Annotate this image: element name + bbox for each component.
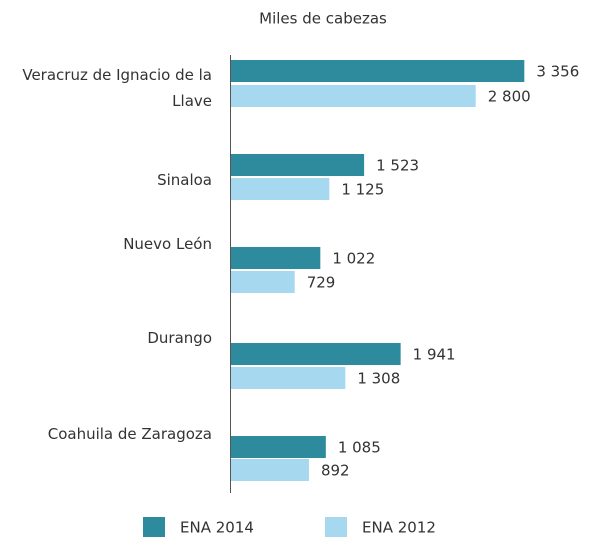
bar <box>231 367 346 389</box>
category-label: Durango <box>147 329 212 347</box>
legend-label: ENA 2014 <box>180 519 254 537</box>
value-label: 892 <box>321 462 350 480</box>
bar <box>231 85 476 107</box>
chart-title: Miles de cabezas <box>259 10 387 28</box>
category-label: Coahuila de Zaragoza <box>47 425 212 443</box>
legend-swatch <box>143 517 165 537</box>
bar <box>231 60 525 82</box>
category-label: Nuevo León <box>123 235 212 253</box>
value-label: 1 022 <box>332 250 375 268</box>
value-label: 1 941 <box>413 346 456 364</box>
value-label: 1 085 <box>338 439 381 457</box>
value-label: 1 523 <box>376 157 419 175</box>
category-label: Sinaloa <box>157 171 212 189</box>
bar <box>231 247 321 269</box>
value-label: 1 308 <box>357 370 400 388</box>
bar <box>231 271 295 293</box>
bar <box>231 459 309 481</box>
value-label: 2 800 <box>488 88 531 106</box>
bar <box>231 178 330 200</box>
value-label: 729 <box>307 274 336 292</box>
value-label: 1 125 <box>341 181 384 199</box>
value-label: 3 356 <box>536 63 579 81</box>
bar <box>231 436 326 458</box>
category-label: Veracruz de Ignacio de la Llave <box>22 66 212 110</box>
bar <box>231 154 365 176</box>
legend-label: ENA 2012 <box>362 519 436 537</box>
bar <box>231 343 401 365</box>
legend-swatch <box>325 517 347 537</box>
